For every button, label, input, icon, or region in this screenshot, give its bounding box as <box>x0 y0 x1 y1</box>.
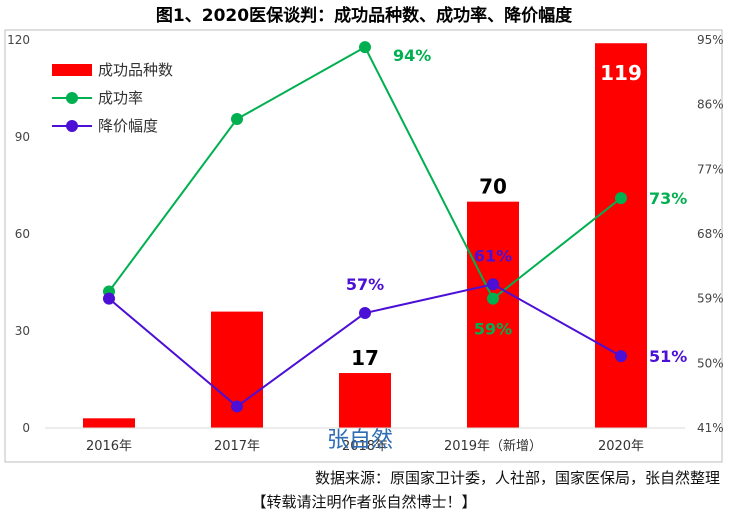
line-data-label: 61% <box>474 246 512 265</box>
x-tick-label: 2019年（新增） <box>444 438 542 454</box>
line-data-label: 59% <box>474 320 512 339</box>
line-point <box>359 307 371 320</box>
line-point <box>359 41 371 54</box>
y-right-tick-label: 86% <box>697 98 724 112</box>
line-point <box>487 292 499 305</box>
x-tick-label: 2018年 <box>342 439 388 454</box>
line-point <box>231 113 243 126</box>
bar <box>83 418 135 428</box>
legend-marker <box>66 120 78 132</box>
legend-label: 成功率 <box>98 89 143 107</box>
y-right-tick-label: 59% <box>697 292 724 306</box>
line-data-label: 73% <box>649 189 687 208</box>
repost-note: 【转载请注明作者张自然博士！】 <box>251 493 476 511</box>
x-tick-label: 2020年 <box>598 439 644 454</box>
y-right-tick-label: 95% <box>697 33 724 47</box>
line-point <box>231 400 243 413</box>
line-point <box>487 278 499 291</box>
x-tick-label: 2017年 <box>214 439 260 454</box>
legend-swatch <box>52 64 92 76</box>
bar <box>595 43 647 428</box>
y-left-tick-label: 0 <box>22 421 30 435</box>
bar-data-label: 70 <box>479 175 507 199</box>
y-right-tick-label: 68% <box>697 227 724 241</box>
line-data-label: 94% <box>393 46 431 65</box>
source-note: 数据来源：原国家卫计委，人社部，国家医保局，张自然整理 <box>315 469 720 487</box>
y-right-tick-label: 77% <box>697 162 724 176</box>
y-left-tick-label: 120 <box>7 33 30 47</box>
legend-label: 成功品种数 <box>98 61 173 79</box>
line-point <box>615 192 627 205</box>
bar-data-label: 17 <box>351 346 379 370</box>
chart-title: 图1、2020医保谈判：成功品种数、成功率、降价幅度 <box>156 5 573 26</box>
x-tick-label: 2016年 <box>86 439 132 454</box>
legend-label: 降价幅度 <box>98 117 158 135</box>
line-point <box>103 292 115 305</box>
line-series: 94% 59% 73% 57% 61% 51% <box>103 41 687 413</box>
y-left-tick-label: 90 <box>15 130 30 144</box>
axes: 0 30 60 90 120 41% 50% 59% 68% 77% 86% 95% 2016年 2017… <box>7 33 724 454</box>
watermark: 张自然 <box>327 428 393 453</box>
bar-data-label: 119 <box>600 61 642 85</box>
line-data-label: 57% <box>346 275 384 294</box>
bar <box>339 373 391 428</box>
y-right-tick-label: 41% <box>697 421 724 435</box>
y-right-tick-label: 50% <box>697 356 724 370</box>
bar-series: 17 70 119 <box>83 43 647 428</box>
bar <box>467 201 519 428</box>
line-point <box>615 350 627 363</box>
legend-marker <box>66 92 78 104</box>
y-left-tick-label: 30 <box>15 324 30 338</box>
y-left-tick-label: 60 <box>15 227 30 241</box>
line-data-label: 51% <box>649 347 687 366</box>
